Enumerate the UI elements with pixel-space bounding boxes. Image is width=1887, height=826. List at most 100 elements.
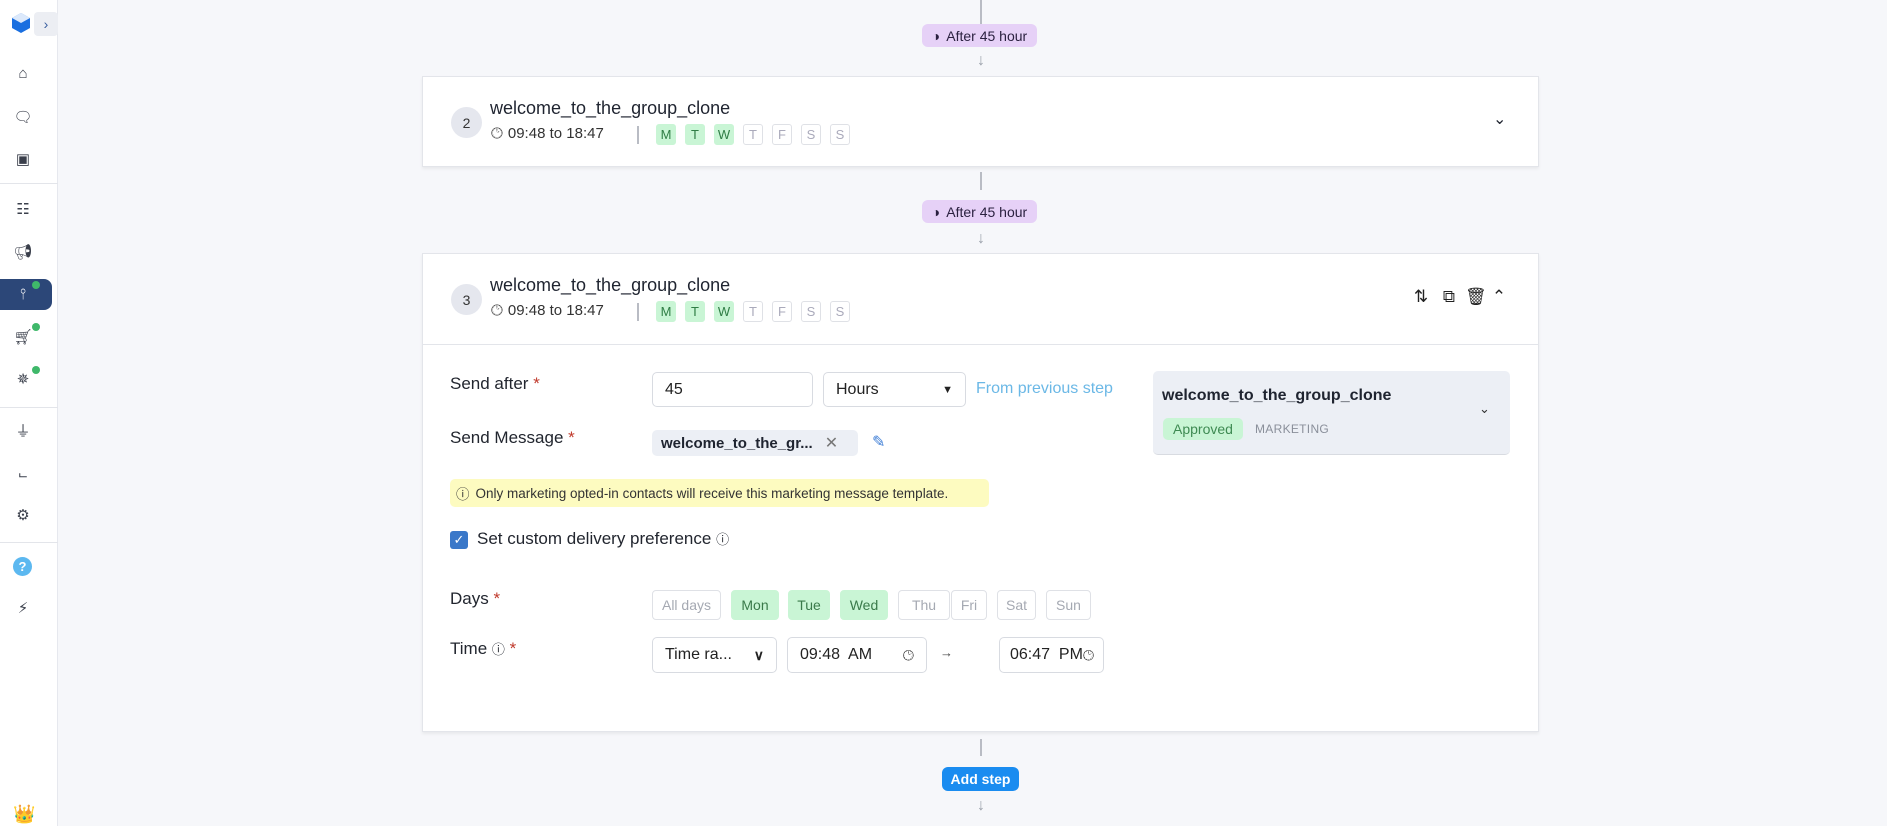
day-indicator: S <box>830 124 850 145</box>
delay-label: After 45 hour <box>946 203 1028 220</box>
day-indicator: T <box>743 301 763 322</box>
day-option-all-days[interactable]: All days <box>652 590 721 620</box>
analytics-icon[interactable]: ⨽ <box>18 464 28 482</box>
step-title: welcome_to_the_group_clone <box>490 275 731 295</box>
arrow-right-icon: → <box>940 645 953 660</box>
cart-icon[interactable]: 🛒︎ <box>13 329 33 346</box>
chevron-down-icon[interactable]: ⌄ <box>1479 401 1490 416</box>
day-indicator: F <box>772 124 792 145</box>
end-time-value: 06:47 PM <box>1010 646 1083 663</box>
timer-icon: ◑ <box>931 203 941 220</box>
time-label: Time ⓘ * <box>450 639 517 658</box>
approved-badge: Approved <box>1163 418 1243 440</box>
flow-icon[interactable]: ⫯ <box>19 285 27 303</box>
avatar[interactable]: 👑 <box>13 804 36 824</box>
day-option-sat[interactable]: Sat <box>997 590 1036 620</box>
day-indicator: M <box>656 124 676 145</box>
sidebar-divider <box>0 407 58 408</box>
copy-icon[interactable]: ⧉ <box>1442 287 1456 306</box>
day-indicator: T <box>685 124 705 145</box>
message-chip: welcome_to_the_gr... ✕ <box>652 430 858 456</box>
status-dot <box>32 323 40 331</box>
unit-value: Hours <box>836 380 879 398</box>
day-option-mon[interactable]: Mon <box>731 590 779 620</box>
day-indicator: S <box>801 301 821 322</box>
arrow-down-icon: ↓ <box>977 797 985 814</box>
arrow-down-icon: ↓ <box>977 230 985 247</box>
clock-icon[interactable]: 🕑︎ <box>902 646 914 663</box>
day-option-wed[interactable]: Wed <box>840 590 888 620</box>
chevron-up-icon[interactable]: ⌃ <box>1491 287 1507 306</box>
day-indicator: F <box>772 301 792 322</box>
info-icon: ⓘ <box>716 532 730 547</box>
day-indicator: T <box>685 301 705 322</box>
home-icon[interactable]: ⌂ <box>18 64 28 82</box>
megaphone-icon[interactable]: 📢︎ <box>13 244 33 261</box>
edit-icon[interactable]: ✎ <box>872 434 886 451</box>
lightning-icon[interactable]: ⚡︎ <box>17 600 29 617</box>
reorder-icon[interactable]: ⇅ <box>1413 287 1429 306</box>
warning-text: Only marketing opted-in contacts will re… <box>475 485 949 501</box>
contacts-icon[interactable]: ▣ <box>15 151 31 168</box>
day-option-tue[interactable]: Tue <box>788 590 830 620</box>
clock-icon: 🕑︎ <box>491 302 503 319</box>
template-name: welcome_to_the_group_clone <box>1162 387 1392 404</box>
time-range: 09:48 to 18:47 <box>507 125 604 142</box>
sidebar: › ⌂ 🗨︎ ▣ ☷ 📢︎ ⫯ 🛒︎ ✵ ⏚ ⨽ ⚙ ? ⚡︎ 👑 <box>0 0 58 826</box>
template-card[interactable]: welcome_to_the_group_clone Approved MARK… <box>1153 371 1510 455</box>
unit-select[interactable]: Hours ▼ <box>823 372 966 407</box>
plug-icon[interactable]: ⏚ <box>15 422 31 440</box>
remove-icon[interactable]: ✕ <box>824 435 839 452</box>
day-indicator: W <box>714 301 734 322</box>
step-time: 🕑︎ 09:48 to 18:47 <box>491 302 604 319</box>
custom-preference-label: Set custom delivery preference ⓘ <box>477 529 730 548</box>
caret-down-icon: ▼ <box>942 383 953 396</box>
message-chip-label: welcome_to_the_gr... <box>661 434 813 452</box>
day-indicator: S <box>801 124 821 145</box>
status-dot <box>32 366 40 374</box>
arrow-down-icon: ↓ <box>977 52 985 69</box>
from-previous-step-link[interactable]: From previous step <box>976 380 1113 397</box>
help-icon[interactable]: ? <box>13 557 32 576</box>
settings-icon[interactable]: ⚙ <box>16 507 30 524</box>
click-icon[interactable]: ✵ <box>16 371 30 388</box>
day-option-sun[interactable]: Sun <box>1046 590 1091 620</box>
chevron-down-icon: ∨ <box>753 646 764 663</box>
start-time-value: 09:48 AM <box>800 646 873 663</box>
logo-icon <box>10 12 32 34</box>
step-time: 🕑︎ 09:48 to 18:47 <box>491 125 604 142</box>
add-step-button[interactable]: Add step <box>942 767 1019 791</box>
send-after-input[interactable]: 45 <box>652 372 813 407</box>
trash-icon[interactable]: 🗑︎ <box>1465 287 1487 306</box>
info-icon: ⓘ <box>456 487 470 502</box>
send-message-label: Send Message * <box>450 428 575 447</box>
clock-icon: 🕑︎ <box>491 125 503 142</box>
time-mode-select[interactable]: Time ra... ∨ <box>652 637 777 673</box>
day-indicator: S <box>830 301 850 322</box>
sidebar-divider <box>0 542 58 543</box>
delay-badge: ◑ After 45 hour <box>922 24 1037 47</box>
sidebar-divider <box>0 183 58 184</box>
step-card-2[interactable]: 2 welcome_to_the_group_clone 🕑︎ 09:48 to … <box>422 76 1539 167</box>
chevron-down-icon[interactable]: ⌄ <box>1493 111 1507 128</box>
sidebar-item-flows[interactable] <box>0 279 52 310</box>
start-time-input[interactable]: 09:48 AM 🕑︎ <box>787 637 927 673</box>
day-indicator: M <box>656 301 676 322</box>
custom-preference-checkbox[interactable]: ✓ <box>450 531 468 549</box>
info-icon: ⓘ <box>491 642 505 657</box>
day-indicator: W <box>714 124 734 145</box>
time-mode-value: Time ra... <box>665 646 732 663</box>
expand-sidebar-button[interactable]: › <box>34 12 58 36</box>
status-dot <box>32 281 40 289</box>
marketing-warning: ⓘ Only marketing opted-in contacts will r… <box>450 479 989 507</box>
clock-icon[interactable]: 🕑︎ <box>1082 646 1095 663</box>
step-number: 2 <box>451 107 482 138</box>
bot-icon[interactable]: ☷ <box>16 201 30 218</box>
divider <box>423 344 1538 345</box>
chat-icon[interactable]: 🗨︎ <box>13 109 33 126</box>
step-title: welcome_to_the_group_clone <box>490 98 731 118</box>
delay-label: After 45 hour <box>946 27 1028 44</box>
end-time-input[interactable]: 06:47 PM 🕑︎ <box>999 637 1104 673</box>
day-option-thu[interactable]: Thu <box>898 590 950 620</box>
day-option-fri[interactable]: Fri <box>951 590 987 620</box>
